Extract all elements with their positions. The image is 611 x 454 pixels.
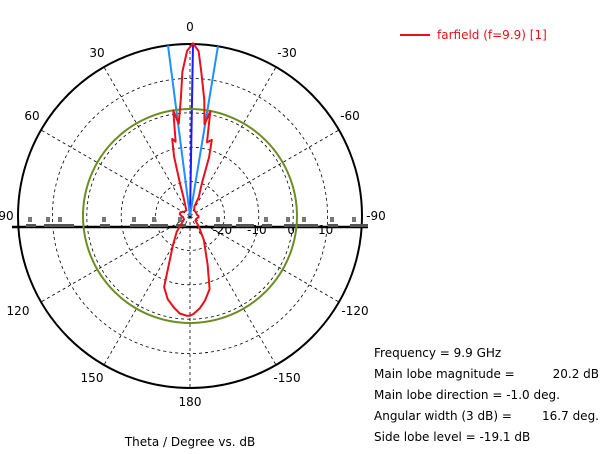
outer-circle — [17, 43, 363, 389]
legend-entry: farfield (f=9.9) [1] — [437, 28, 547, 42]
angle-tick-label: -30 — [277, 46, 297, 60]
angle-grid-line — [189, 215, 277, 366]
axis-marker — [350, 224, 368, 227]
angle-grid-line — [103, 66, 191, 217]
frequency-text: Frequency = 9.9 GHz — [374, 346, 501, 360]
angle-grid-line — [189, 66, 277, 217]
axis-marker — [214, 224, 232, 227]
angle-tick-label: -120 — [341, 304, 368, 318]
angle-tick-label: -90 — [366, 209, 386, 223]
angle-grid-line — [103, 215, 191, 366]
axis-marker — [150, 224, 168, 227]
axis-marker-tick — [264, 217, 268, 222]
beamwidth-line — [189, 46, 219, 217]
axis-marker-tick — [178, 217, 182, 222]
axis-marker-tick — [330, 217, 334, 222]
radial-tick-label: 0 — [287, 223, 295, 237]
angle-tick-label: 30 — [89, 46, 104, 60]
farfield-series-line — [163, 42, 213, 317]
main-lobe-magnitude-label: Main lobe magnitude = — [374, 367, 515, 381]
side-lobe-level-circle — [82, 108, 298, 324]
axis-marker — [130, 224, 148, 227]
axis-marker-tick — [286, 217, 290, 222]
axis-marker-tick — [216, 217, 220, 222]
angle-tick-label: -60 — [340, 109, 360, 123]
axis-marker — [56, 224, 74, 227]
angle-grid-line — [40, 129, 191, 217]
angle-tick-label: 150 — [81, 371, 104, 385]
info-panel: Frequency = 9.9 GHz Main lobe magnitude … — [374, 346, 599, 444]
axis-marker — [328, 224, 338, 227]
angular-width-value: 16.7 deg. — [542, 409, 599, 423]
axis-marker-tick — [102, 217, 106, 222]
main-lobe-magnitude-value: 20.2 dB — [553, 367, 599, 381]
radial-grid-circle — [120, 146, 260, 286]
legend: farfield (f=9.9) [1] — [400, 28, 547, 42]
series-layer — [82, 42, 298, 324]
radial-grid-circle — [51, 77, 329, 355]
main-lobe-direction-text: Main lobe direction = -1.0 deg. — [374, 388, 560, 402]
angle-tick-label: 60 — [24, 109, 39, 123]
side-lobe-level-text: Side lobe level = -19.1 dB — [374, 430, 530, 444]
angle-tick-label: 120 — [7, 304, 30, 318]
axis-marker-tick — [132, 217, 136, 222]
angle-tick-label: 90 — [0, 209, 14, 223]
axis-marker — [262, 224, 272, 227]
axis-marker — [300, 224, 318, 227]
angle-tick-label: 0 — [186, 20, 194, 34]
axis-marker-tick — [238, 217, 242, 222]
angle-grid-line — [189, 215, 340, 303]
axis-markers — [26, 217, 368, 227]
radial-grid-circle — [155, 181, 225, 251]
axis-marker-tick — [152, 217, 156, 222]
axis-marker — [236, 224, 254, 227]
radial-grid-circle — [86, 112, 294, 320]
axis-marker — [284, 224, 302, 227]
polar-grid — [12, 43, 368, 389]
angle-grid-line — [189, 129, 340, 217]
angular-width-label: Angular width (3 dB) = — [374, 409, 512, 423]
angle-tick-label: 180 — [179, 395, 202, 409]
axis-marker — [100, 224, 110, 227]
angle-grid-line — [40, 215, 191, 303]
main-lobe-direction-line — [189, 44, 195, 217]
axis-marker-tick — [302, 217, 306, 222]
angle-tick-label: -150 — [273, 371, 300, 385]
axis-marker-tick — [28, 217, 32, 222]
angle-tick-labels: 0 30 -30 60 -60 90 -90 120 -120 150 -150 180 — [0, 20, 386, 409]
axis-marker — [44, 224, 62, 227]
beamwidth-line — [167, 45, 191, 217]
axis-marker — [26, 224, 36, 227]
x-axis-title: Theta / Degree vs. dB — [124, 435, 255, 449]
axis-marker-tick — [58, 217, 62, 222]
axis-marker-tick — [46, 217, 50, 222]
axis-marker-tick — [352, 217, 356, 222]
